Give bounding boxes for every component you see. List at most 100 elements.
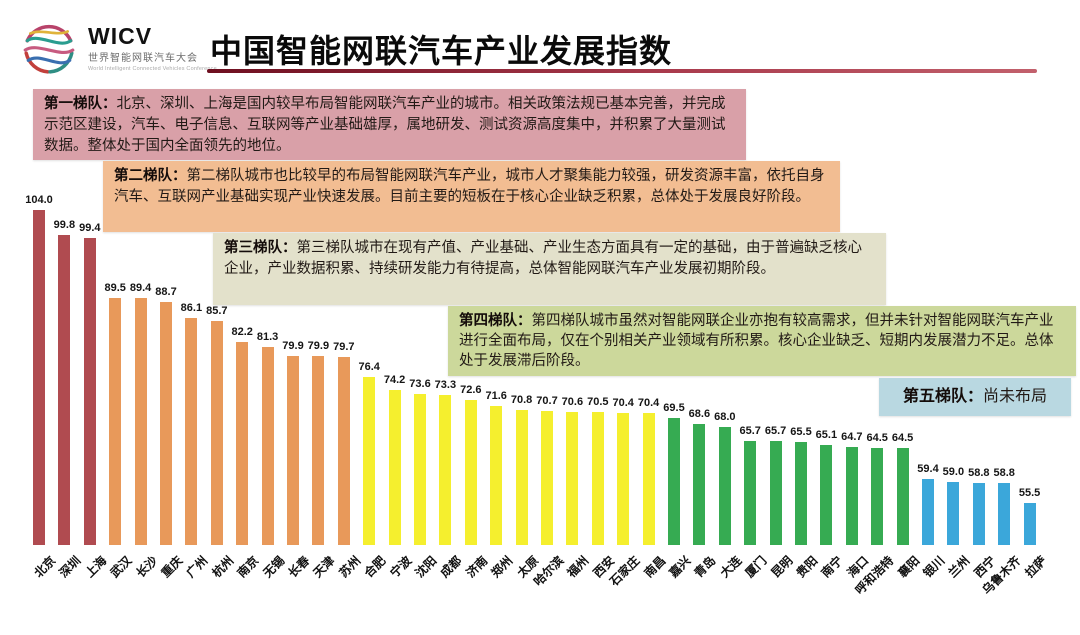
bar [83,237,96,545]
bar [871,448,884,545]
bar [820,444,833,545]
bar [1023,502,1036,545]
bar-value-label: 70.4 [637,396,660,409]
bar [134,298,147,545]
bar-value-label: 79.9 [282,339,304,352]
bar [947,481,960,545]
logo-text: WICV 世界智能网联汽车大会 World Intelligent Connec… [88,23,217,72]
bar-value-label: 59.0 [942,465,965,478]
bar-value-label: 70.4 [612,396,634,409]
tier-4-label: 第四梯队： [459,313,532,329]
bar [464,399,477,545]
bar-value-label: 70.5 [587,396,609,409]
bar-value-label: 65.1 [815,428,838,441]
bar-value-label: 73.3 [434,379,457,392]
bar-value-label: 65.7 [764,425,787,438]
bar [541,411,553,545]
bar-value-label: 104.0 [25,194,53,206]
bar-value-label: 79.7 [333,340,355,353]
bar-value-label: 89.5 [104,281,126,294]
tier-4-note: 第四梯队：第四梯队城市虽然对智能网联企业亦抱有较高需求，但并未针对智能网联汽车产… [448,306,1076,376]
tier-3-text: 第三梯队城市在现有产值、产业基础、产业生态方面具有一定的基础，由于普遍缺乏核心企… [224,240,862,277]
wicv-globe-icon [23,24,75,74]
bar [642,412,655,545]
bar [160,302,172,545]
tier-5-label: 第五梯队： [902,388,983,405]
bar [668,418,680,545]
bar [109,297,122,545]
bar-value-label: 68.0 [714,411,736,424]
bar-value-label: 99.8 [53,219,76,232]
bar [388,389,401,545]
bar [439,395,452,545]
tier-1-text: 北京、深圳、上海是国内较早布局智能网联汽车产业的城市。相关政策法规已基本完善，并… [44,96,726,154]
tier-4-text: 第四梯队城市虽然对智能网联企业亦抱有较高需求，但并未针对智能网联汽车产业进行全面… [459,313,1054,369]
bar [617,412,630,545]
bar-value-label: 76.4 [358,360,380,373]
logo-name-cn: 世界智能网联汽车大会 [88,52,198,64]
bar-value-label: 65.5 [790,426,812,439]
bar [33,210,45,545]
bar [312,355,325,545]
bar-value-label: 85.7 [206,304,228,317]
bar-value-label: 70.6 [561,395,584,408]
tier-3-note: 第三梯队：第三梯队城市在现有产值、产业基础、产业生态方面具有一定的基础，由于普遍… [213,233,886,305]
bar-value-label: 58.8 [968,466,990,479]
bar [591,412,604,545]
bar [515,410,528,545]
bar-value-label: 58.8 [993,466,1015,479]
bar-value-label: 64.7 [841,431,863,444]
tier-2-note: 第二梯队：第二梯队城市也比较早的布局智能网联汽车产业，城市人才聚集能力较强，研发… [103,161,840,232]
bar-value-label: 59.4 [917,463,939,476]
tier-5-note: 第五梯队：尚未布局 [879,378,1071,416]
bar [922,479,934,545]
bar-value-label: 73.6 [409,377,431,390]
tier-5-text: 尚未布局 [983,388,1048,405]
bar [210,320,223,545]
logo-acronym: WICV [88,23,153,50]
wicv-logo: WICV 世界智能网联汽车大会 World Intelligent Connec… [20,16,250,80]
tier-1-note: 第一梯队：北京、深圳、上海是国内较早布局智能网联汽车产业的城市。相关政策法规已基… [33,89,746,160]
slide: WICV 世界智能网联汽车大会 World Intelligent Connec… [20,16,1076,597]
tier-2-text: 第二梯队城市也比较早的布局智能网联汽车产业，城市人才聚集能力较强，研发资源丰富，… [114,168,825,205]
bar-value-label: 70.8 [510,394,533,407]
bar-value-label: 71.6 [485,389,507,402]
bar-value-label: 99.4 [79,221,101,234]
bar [845,447,858,545]
title-underline [207,69,1037,73]
bar-value-label: 89.4 [129,282,152,295]
bar-value-label: 64.5 [866,432,888,445]
bar-value-label: 64.5 [891,432,914,445]
bar-value-label: 65.7 [739,425,761,438]
bar [414,393,426,545]
bar-value-label: 86.1 [180,302,203,314]
tier-1-label: 第一梯队： [44,96,117,112]
bar [490,405,503,545]
bar [972,482,985,545]
bar [693,423,706,545]
bar-chart: 104.0 北京 99.8 深圳 99.4 上海 89.5 武汉 89.4 长沙 88.7 重庆 86.… [25,194,1049,597]
bar-value-label: 69.5 [663,402,685,415]
bar-value-label: 82.2 [231,325,253,338]
logo-name-en: World Intelligent Connected Vehicles Con… [88,65,217,72]
bar [896,448,909,545]
bar [998,482,1011,545]
bar-value-label: 74.2 [383,373,406,386]
bar [744,441,757,545]
tier-2-label: 第二梯队： [114,168,187,184]
bar [287,355,299,545]
bar-value-label: 88.7 [155,286,177,299]
bar [363,376,376,545]
bar [769,441,782,545]
bar-value-label: 79.9 [307,339,330,352]
bar-value-label: 55.5 [1018,486,1041,499]
bar [566,411,579,545]
bar [795,442,807,545]
page-title: 中国智能网联汽车产业发展指数 [210,33,673,69]
bar [58,235,71,545]
bar-value-label: 81.3 [256,331,279,343]
bar-value-label: 68.6 [688,407,711,420]
bar [236,341,249,545]
tier-3-label: 第三梯队： [224,240,297,256]
bar-value-label: 70.7 [536,395,558,407]
